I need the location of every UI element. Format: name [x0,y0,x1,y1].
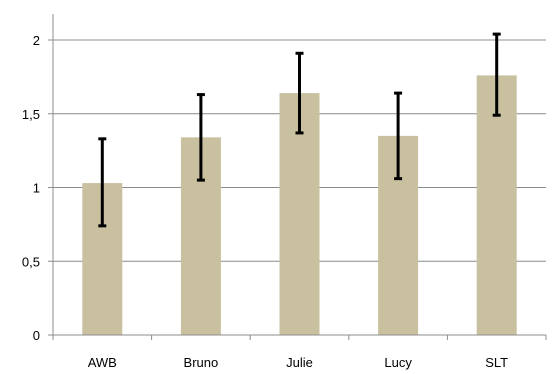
y-tick-labels: 0 0,5 1 1,5 2 [22,33,40,343]
x-tick-label: Julie [286,355,313,370]
x-tick-label: Bruno [184,355,219,370]
x-tick-label: Lucy [384,355,412,370]
error-bar-julie [295,51,304,135]
error-bar-bruno [196,93,205,182]
y-tick-label: 0 [33,328,40,343]
x-tick-labels: AWB Bruno Julie Lucy SLT [88,355,508,370]
y-tick-label: 1 [33,181,40,196]
error-bar-lucy [394,91,403,181]
error-bar-awb [98,137,107,228]
axes [48,14,547,340]
error-bars [98,32,501,228]
error-bar-slt [492,32,501,117]
y-tick-label: 2 [33,33,40,48]
y-tick-label: 0,5 [22,254,40,269]
bar-slt [476,75,517,336]
x-tick-label: SLT [485,355,508,370]
x-tick-label: AWB [88,355,117,370]
y-tick-label: 1,5 [22,107,40,122]
